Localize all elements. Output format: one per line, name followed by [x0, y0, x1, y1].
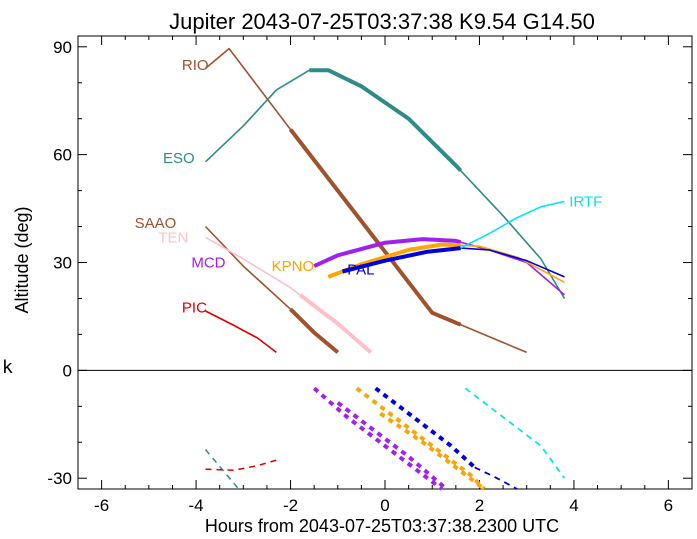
- y-tick-label: 60: [53, 146, 72, 165]
- series-line-irtf: [460, 200, 565, 249]
- x-tick-label: -2: [283, 496, 298, 515]
- series-bold-mcd: [313, 237, 462, 268]
- series-label-pic: PIC: [182, 299, 207, 316]
- series-label-irtf: IRTF: [569, 193, 602, 210]
- below-horizon-track: [379, 411, 486, 491]
- x-tick-label: 6: [664, 496, 673, 515]
- series-bold-saao: [289, 307, 340, 354]
- y-tick-label: -30: [47, 469, 72, 488]
- below-horizon-track: [374, 386, 477, 469]
- y-tick-label: 90: [53, 38, 72, 57]
- series-label-mcd: MCD: [191, 255, 225, 272]
- x-tick-label: -6: [94, 496, 109, 515]
- series-label-kpno: KPNO: [272, 258, 315, 275]
- below-horizon-track: [474, 466, 518, 490]
- series-bold-ten: [298, 293, 373, 354]
- series-label-rio: RIO: [182, 57, 209, 74]
- series-bold-pal: [342, 246, 461, 274]
- series-bold-rio: [288, 128, 462, 327]
- x-tick-label: 0: [380, 496, 389, 515]
- below-horizon-track: [464, 387, 566, 479]
- series-line-rio: [204, 47, 528, 354]
- x-tick-label: 4: [569, 496, 578, 515]
- below-horizon-track: [205, 459, 277, 472]
- side-mark: k: [2, 357, 13, 378]
- series-label-saao: SAAO: [135, 215, 177, 232]
- series-bold-eso: [309, 68, 463, 172]
- chart-title: Jupiter 2043-07-25T03:37:38 K9.54 G14.50: [169, 9, 595, 34]
- y-axis-label: Altitude (deg): [12, 206, 32, 313]
- series-label-pal: PAL: [347, 262, 374, 279]
- x-axis-label: Hours from 2043-07-25T03:37:38.2300 UTC: [205, 516, 559, 536]
- series-line-pic: [205, 310, 277, 354]
- x-tick-label: -4: [189, 496, 204, 515]
- below-horizon-track: [312, 386, 443, 491]
- below-horizon-track: [355, 386, 486, 491]
- below-horizon-track: [336, 401, 448, 491]
- series-label-eso: ESO: [163, 150, 195, 167]
- x-tick-label: 2: [475, 496, 484, 515]
- y-tick-label: 0: [63, 361, 72, 380]
- series-label-ten: TEN: [158, 229, 188, 246]
- y-tick-label: 30: [53, 254, 72, 273]
